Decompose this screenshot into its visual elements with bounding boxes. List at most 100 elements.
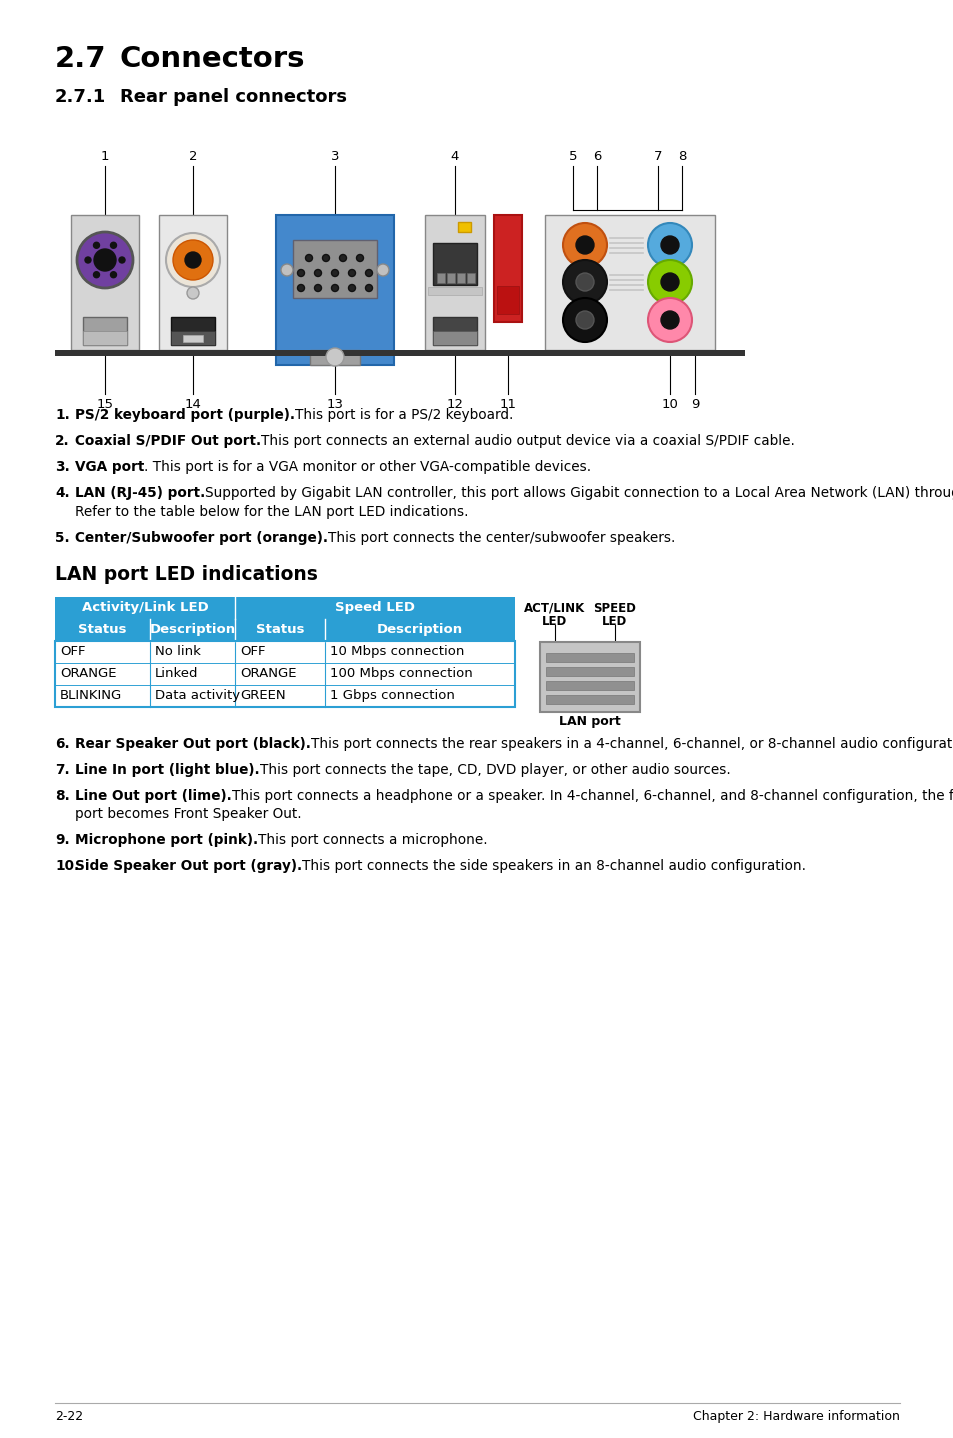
Polygon shape <box>83 331 127 345</box>
Circle shape <box>187 288 199 299</box>
Text: OFF: OFF <box>240 646 265 659</box>
Text: Line In port (light blue).: Line In port (light blue). <box>75 764 259 777</box>
Polygon shape <box>436 273 444 283</box>
Text: 2.7.1: 2.7.1 <box>55 88 106 106</box>
Polygon shape <box>159 216 227 349</box>
Circle shape <box>305 255 313 262</box>
Text: Description: Description <box>376 623 462 636</box>
Text: 12: 12 <box>446 398 463 411</box>
Text: Line Out port (lime).: Line Out port (lime). <box>75 789 232 802</box>
Polygon shape <box>275 216 394 365</box>
Text: Speed LED: Speed LED <box>335 601 415 614</box>
Text: 3: 3 <box>331 150 339 162</box>
Circle shape <box>93 242 99 249</box>
Text: 6: 6 <box>592 150 600 162</box>
Text: 2.: 2. <box>55 434 70 449</box>
Text: No link: No link <box>154 646 201 659</box>
Circle shape <box>647 298 691 342</box>
Polygon shape <box>457 221 471 232</box>
Text: 9.: 9. <box>55 833 70 847</box>
Circle shape <box>576 236 594 255</box>
Circle shape <box>119 257 125 263</box>
Text: ORANGE: ORANGE <box>60 667 116 680</box>
Text: LAN port LED indications: LAN port LED indications <box>55 565 317 584</box>
Circle shape <box>562 260 606 303</box>
Circle shape <box>576 311 594 329</box>
Polygon shape <box>433 331 476 345</box>
Text: Data activity: Data activity <box>154 689 240 702</box>
Text: LAN (RJ-45) port.: LAN (RJ-45) port. <box>75 486 205 500</box>
Text: This port is for a PS/2 keyboard.: This port is for a PS/2 keyboard. <box>294 408 513 421</box>
Circle shape <box>348 285 355 292</box>
Text: Refer to the table below for the LAN port LED indications.: Refer to the table below for the LAN por… <box>75 505 468 519</box>
Polygon shape <box>424 216 484 349</box>
Polygon shape <box>428 288 481 295</box>
Text: Linked: Linked <box>154 667 198 680</box>
Circle shape <box>562 223 606 267</box>
Text: Rear panel connectors: Rear panel connectors <box>120 88 347 106</box>
Text: 10 Mbps connection: 10 Mbps connection <box>330 646 464 659</box>
Polygon shape <box>55 597 515 618</box>
Text: LAN port: LAN port <box>558 715 620 728</box>
Text: Rear Speaker Out port (black).: Rear Speaker Out port (black). <box>75 736 311 751</box>
Circle shape <box>297 269 304 276</box>
Text: 4: 4 <box>451 150 458 162</box>
Polygon shape <box>497 286 518 313</box>
Text: 8: 8 <box>677 150 685 162</box>
Text: 10: 10 <box>660 398 678 411</box>
Circle shape <box>94 249 116 270</box>
Circle shape <box>376 265 389 276</box>
Text: Activity/Link LED: Activity/Link LED <box>82 601 208 614</box>
Text: BLINKING: BLINKING <box>60 689 122 702</box>
Circle shape <box>77 232 132 288</box>
Text: Description: Description <box>150 623 235 636</box>
Circle shape <box>365 285 372 292</box>
Text: Center/Subwoofer port (orange).: Center/Subwoofer port (orange). <box>75 531 328 545</box>
Polygon shape <box>310 349 359 365</box>
Polygon shape <box>71 216 139 349</box>
Polygon shape <box>171 331 214 345</box>
Text: 4.: 4. <box>55 486 70 500</box>
Circle shape <box>660 273 679 290</box>
Circle shape <box>322 255 329 262</box>
Circle shape <box>93 272 99 278</box>
Polygon shape <box>545 680 634 690</box>
Text: 9: 9 <box>690 398 699 411</box>
Polygon shape <box>171 316 214 345</box>
Text: 7.: 7. <box>55 764 70 777</box>
Text: port becomes Front Speaker Out.: port becomes Front Speaker Out. <box>75 807 301 821</box>
Text: GREEN: GREEN <box>240 689 285 702</box>
Text: This port connects a headphone or a speaker. In 4-channel, 6-channel, and 8-chan: This port connects a headphone or a spea… <box>232 789 953 802</box>
Text: . This port is for a VGA monitor or other VGA-compatible devices.: . This port is for a VGA monitor or othe… <box>144 460 591 475</box>
Text: SPEED: SPEED <box>593 601 636 615</box>
Text: Supported by Gigabit LAN controller, this port allows Gigabit connection to a Lo: Supported by Gigabit LAN controller, thi… <box>205 486 953 500</box>
Polygon shape <box>544 216 714 349</box>
Circle shape <box>185 252 201 267</box>
Polygon shape <box>539 641 639 712</box>
Text: 1 Gbps connection: 1 Gbps connection <box>330 689 455 702</box>
Text: OFF: OFF <box>60 646 86 659</box>
Text: Chapter 2: Hardware information: Chapter 2: Hardware information <box>693 1411 899 1424</box>
Circle shape <box>660 236 679 255</box>
Circle shape <box>356 255 363 262</box>
Text: 5: 5 <box>568 150 577 162</box>
Circle shape <box>85 257 91 263</box>
Circle shape <box>166 233 220 288</box>
Circle shape <box>365 269 372 276</box>
Circle shape <box>647 223 691 267</box>
Circle shape <box>172 240 213 280</box>
Text: This port connects a microphone.: This port connects a microphone. <box>258 833 487 847</box>
Text: 3.: 3. <box>55 460 70 475</box>
Text: Coaxial S/PDIF Out port.: Coaxial S/PDIF Out port. <box>75 434 261 449</box>
Polygon shape <box>55 663 515 684</box>
Circle shape <box>331 269 338 276</box>
Text: 1: 1 <box>101 150 110 162</box>
Text: This port connects the side speakers in an 8-channel audio configuration.: This port connects the side speakers in … <box>302 860 805 873</box>
Polygon shape <box>433 316 476 345</box>
Circle shape <box>660 311 679 329</box>
Circle shape <box>297 285 304 292</box>
Polygon shape <box>545 695 634 703</box>
Text: 14: 14 <box>184 398 201 411</box>
Text: 2.7: 2.7 <box>55 45 107 73</box>
Text: 15: 15 <box>96 398 113 411</box>
